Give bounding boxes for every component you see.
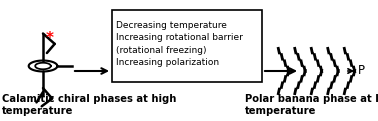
- Text: Calamitic chiral phases at high
temperature: Calamitic chiral phases at high temperat…: [2, 94, 177, 116]
- Text: Decreasing temperature
Increasing rotational barrier
(rotational freezing)
Incre: Decreasing temperature Increasing rotati…: [116, 21, 243, 67]
- Bar: [112, 10, 262, 82]
- Text: *: *: [46, 30, 54, 45]
- Text: P: P: [358, 64, 365, 77]
- Text: Polar banana phase at low
temperature: Polar banana phase at low temperature: [245, 94, 378, 116]
